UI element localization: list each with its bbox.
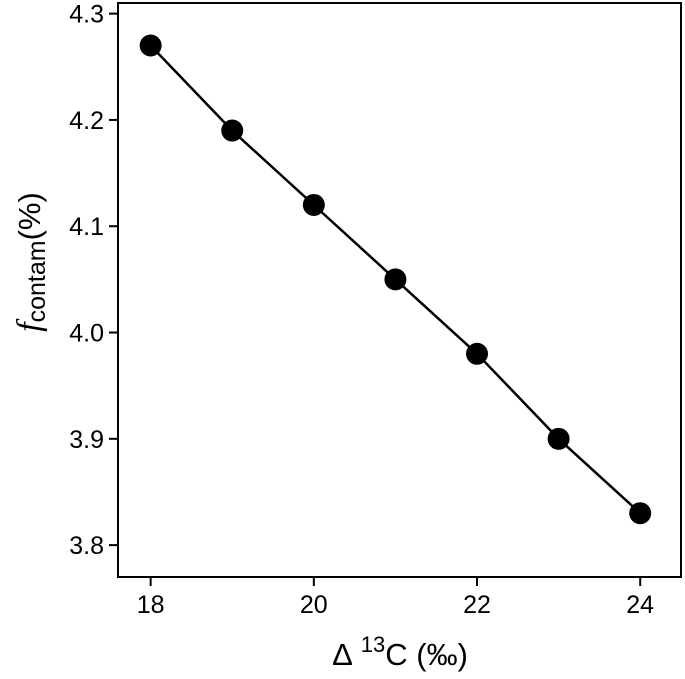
- x-tick-label: 24: [626, 591, 654, 619]
- x-tick-label: 22: [463, 591, 491, 619]
- x-tick-label: 20: [300, 591, 328, 619]
- data-point: [139, 34, 162, 57]
- x-axis-title: Δ 13C (‰): [332, 632, 468, 672]
- x-tick-label: 18: [137, 591, 165, 619]
- data-point: [547, 427, 570, 450]
- y-tick-label: 4.2: [69, 107, 104, 135]
- data-point: [384, 268, 407, 291]
- data-point: [629, 502, 652, 525]
- x-axis-ticks: 18 20 22 24: [137, 577, 654, 619]
- data-points: [139, 34, 652, 525]
- data-point: [302, 193, 325, 216]
- y-tick-label: 4.0: [69, 320, 104, 348]
- y-tick-label: 3.8: [69, 532, 104, 560]
- plot-frame: [117, 2, 682, 578]
- data-point: [221, 119, 244, 142]
- y-axis-ticks: 3.8 3.9 4.0 4.1 4.2 4.3: [69, 1, 118, 560]
- data-point: [466, 342, 489, 365]
- y-tick-label: 4.1: [69, 213, 104, 241]
- y-axis-title: fcontam(%): [11, 192, 51, 332]
- y-tick-label: 4.3: [69, 1, 104, 29]
- y-tick-label: 3.9: [69, 426, 104, 454]
